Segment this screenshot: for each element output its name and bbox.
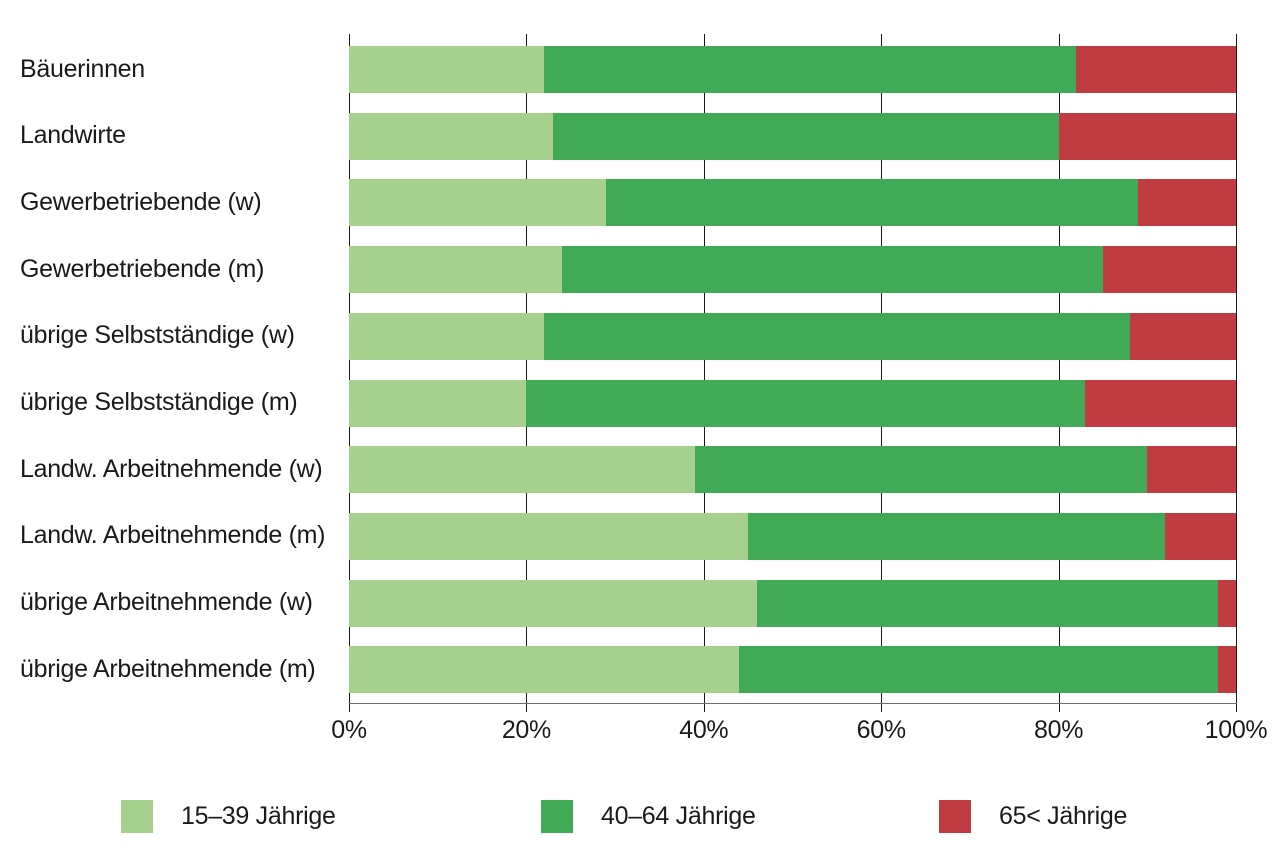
- gridline-40%: [703, 34, 705, 712]
- bar-segment-40–64 Jährige: [748, 512, 1166, 560]
- bar-segment-65< Jährige: [1058, 112, 1236, 160]
- bar-segment-15–39 Jährige: [349, 179, 607, 227]
- x-tick-label: 40%: [679, 716, 729, 744]
- legend-label: 15–39 Jährige: [181, 802, 336, 830]
- bar-row: [349, 112, 1236, 160]
- bar-segment-40–64 Jährige: [739, 646, 1219, 694]
- bar-segment-15–39 Jährige: [349, 446, 695, 494]
- legend-swatch-40–64 Jährige: [541, 800, 573, 833]
- gridline-80%: [1058, 34, 1060, 712]
- bar-segment-15–39 Jährige: [349, 379, 527, 427]
- bar-segment-65< Jährige: [1218, 646, 1236, 694]
- category-label: übrige Selbstständige (m): [20, 388, 298, 416]
- bar-segment-65< Jährige: [1102, 246, 1236, 294]
- bar-segment-65< Jährige: [1129, 312, 1236, 360]
- x-tick-label: 100%: [1204, 716, 1268, 744]
- legend-swatch-15–39 Jährige: [121, 800, 153, 833]
- category-label: übrige Arbeitnehmende (w): [20, 588, 313, 617]
- x-tick-label: 60%: [856, 716, 906, 744]
- gridline-20%: [526, 34, 528, 712]
- bar-segment-40–64 Jährige: [757, 579, 1219, 627]
- x-axis-line: [349, 703, 1237, 704]
- category-label: Bäuerinnen: [20, 54, 145, 83]
- bar-segment-15–39 Jährige: [349, 112, 553, 160]
- bar-segment-40–64 Jährige: [544, 312, 1130, 360]
- bar-segment-65< Jährige: [1076, 46, 1236, 93]
- bar-row: [349, 646, 1236, 694]
- gridline-100%: [1236, 34, 1237, 712]
- bar-row: [349, 246, 1236, 294]
- bar-row: [349, 379, 1236, 427]
- bar-segment-65< Jährige: [1085, 379, 1236, 427]
- category-label: Gewerbetriebende (m): [20, 254, 265, 283]
- bar-segment-65< Jährige: [1218, 579, 1236, 627]
- bar-segment-15–39 Jährige: [349, 646, 740, 694]
- bar-segment-15–39 Jährige: [349, 579, 758, 627]
- bar-segment-40–64 Jährige: [694, 446, 1148, 494]
- category-label: Gewerbetriebende (w): [20, 187, 262, 216]
- bar-segment-15–39 Jährige: [349, 312, 545, 360]
- legend-label: 40–64 Jährige: [601, 802, 756, 830]
- gridline-0%: [349, 34, 350, 712]
- bar-segment-40–64 Jährige: [561, 246, 1103, 294]
- bar-segment-40–64 Jährige: [606, 179, 1139, 227]
- x-tick-label: 80%: [1034, 716, 1084, 744]
- bar-row: [349, 579, 1236, 627]
- bar-row: [349, 446, 1236, 494]
- category-label: Landw. Arbeitnehmende (m): [20, 521, 326, 550]
- gridline-60%: [881, 34, 883, 712]
- bar-segment-65< Jährige: [1165, 512, 1236, 560]
- bar-segment-15–39 Jährige: [349, 512, 749, 560]
- legend-label: 65< Jährige: [999, 802, 1128, 830]
- bar-segment-40–64 Jährige: [526, 379, 1086, 427]
- bar-row: [349, 312, 1236, 360]
- category-label: Landwirte: [20, 121, 126, 150]
- category-label: übrige Selbstständige (w): [20, 321, 295, 350]
- category-label: übrige Arbeitnehmende (m): [20, 654, 316, 683]
- bar-segment-65< Jährige: [1147, 446, 1236, 494]
- x-tick-label: 0%: [331, 716, 367, 744]
- legend-swatch-65< Jährige: [939, 800, 971, 833]
- x-tick-label: 20%: [501, 716, 551, 744]
- bar-row: [349, 46, 1236, 93]
- bar-segment-40–64 Jährige: [544, 46, 1077, 93]
- bar-segment-15–39 Jährige: [349, 246, 562, 294]
- bar-segment-65< Jährige: [1138, 179, 1236, 227]
- bar-segment-40–64 Jährige: [553, 112, 1059, 160]
- category-label: Landw. Arbeitnehmende (w): [20, 454, 323, 483]
- bar-row: [349, 179, 1236, 227]
- bar-segment-15–39 Jährige: [349, 46, 545, 93]
- bar-row: [349, 512, 1236, 560]
